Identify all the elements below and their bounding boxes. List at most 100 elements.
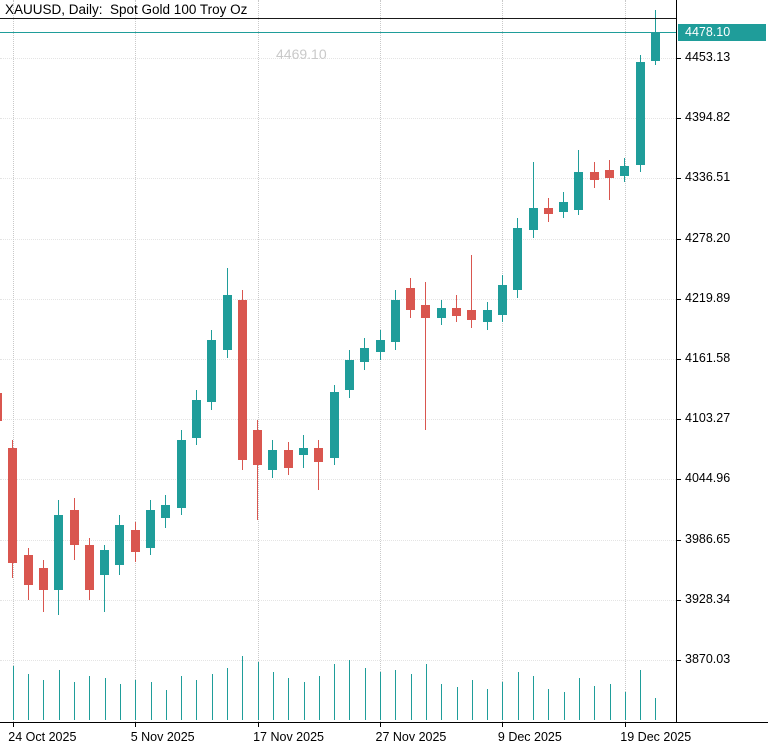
grid-line-horizontal bbox=[0, 238, 676, 240]
chart-canvas[interactable]: 4469.10 XAUUSD, Daily: Spot Gold 100 Tro… bbox=[0, 0, 676, 722]
volume-bar bbox=[196, 680, 198, 720]
candle-body bbox=[421, 305, 431, 318]
date-axis-label: 5 Nov 2025 bbox=[130, 730, 195, 744]
candle-body bbox=[650, 32, 660, 62]
candle-body bbox=[390, 300, 400, 342]
grid-line-vertical bbox=[380, 0, 381, 722]
volume-bar bbox=[150, 682, 152, 720]
volume-bar bbox=[456, 687, 458, 720]
volume-bar bbox=[135, 680, 137, 720]
volume-bar bbox=[533, 676, 534, 720]
volume-bar bbox=[227, 668, 228, 720]
time-axis[interactable]: 24 Oct 2025 5 Nov 2025 17 Nov 2025 27 Nov 2… bbox=[0, 722, 768, 750]
candle-body bbox=[605, 170, 614, 178]
candle-wick bbox=[425, 282, 427, 430]
volume-bar bbox=[425, 664, 427, 720]
candle-wick bbox=[471, 255, 473, 328]
price-axis-tick bbox=[677, 238, 681, 240]
grid-line-vertical bbox=[12, 0, 14, 722]
candle-body bbox=[207, 340, 217, 402]
volume-bar bbox=[441, 684, 443, 720]
candle-body bbox=[38, 568, 48, 590]
volume-bar bbox=[257, 662, 259, 720]
current-price-badge: 4478.10 bbox=[678, 23, 766, 41]
bid-price-line bbox=[0, 32, 676, 34]
candle-body bbox=[54, 515, 64, 591]
price-axis-tick bbox=[677, 178, 681, 180]
candle-wick bbox=[609, 160, 610, 200]
grid-line-horizontal bbox=[0, 539, 676, 541]
volume-bar bbox=[165, 690, 167, 720]
volume-bar bbox=[364, 668, 366, 720]
candle-body bbox=[543, 208, 553, 214]
candle-body bbox=[161, 505, 171, 518]
candle-body bbox=[406, 288, 416, 311]
candle-body bbox=[115, 525, 125, 566]
time-axis-tick bbox=[257, 723, 259, 727]
candle-body bbox=[452, 308, 461, 317]
candle-body bbox=[237, 300, 247, 460]
volume-bar bbox=[303, 682, 305, 720]
candle-body bbox=[69, 510, 79, 545]
grid-line-vertical bbox=[257, 0, 259, 722]
volume-bar bbox=[594, 686, 596, 720]
candle-body bbox=[467, 310, 477, 320]
date-axis-label: 27 Nov 2025 bbox=[375, 730, 447, 744]
time-axis-tick bbox=[624, 723, 626, 727]
date-axis-label: 9 Dec 2025 bbox=[497, 730, 562, 744]
price-axis-label: 4219.89 bbox=[685, 290, 731, 305]
volume-bar bbox=[211, 674, 213, 720]
volume-bar bbox=[655, 698, 657, 720]
candle-body bbox=[497, 285, 507, 315]
faded-price-label: 4469.10 bbox=[276, 46, 327, 62]
grid-line-vertical bbox=[624, 0, 626, 722]
volume-bar bbox=[272, 672, 274, 720]
candle-body bbox=[559, 202, 569, 213]
candle-body bbox=[375, 340, 385, 352]
volume-bar bbox=[380, 672, 381, 720]
candle-body bbox=[191, 400, 201, 438]
time-axis-tick bbox=[380, 723, 381, 727]
candle-body bbox=[84, 545, 94, 590]
candle-body bbox=[100, 550, 110, 575]
candle-body bbox=[360, 348, 370, 362]
grid-line-vertical bbox=[502, 0, 504, 722]
price-axis-tick bbox=[677, 359, 681, 360]
price-axis-tick bbox=[677, 599, 681, 601]
price-axis[interactable]: 4478.10 4453.13 4394.82 4336.51 4278.20 4219… bbox=[676, 0, 768, 722]
price-axis-label: 4044.96 bbox=[685, 471, 731, 486]
candle-body bbox=[528, 208, 538, 230]
chart-title: XAUUSD, Daily: Spot Gold 100 Troy Oz bbox=[5, 2, 248, 17]
candle-body bbox=[574, 172, 584, 210]
price-axis-tick bbox=[677, 118, 681, 120]
candle-body bbox=[436, 308, 446, 318]
candle-body bbox=[130, 530, 140, 552]
volume-bar bbox=[395, 670, 397, 720]
price-axis-label: 3928.34 bbox=[685, 591, 731, 606]
volume-bar bbox=[288, 678, 290, 720]
volume-bar bbox=[502, 682, 504, 720]
candle-body bbox=[0, 393, 2, 421]
price-axis-tick bbox=[677, 539, 681, 541]
volume-bar bbox=[119, 684, 121, 720]
time-axis-tick bbox=[502, 723, 504, 727]
price-axis-label: 4394.82 bbox=[685, 110, 731, 125]
grid-line-horizontal bbox=[0, 118, 676, 120]
volume-bar bbox=[58, 670, 60, 720]
price-axis-label: 3870.03 bbox=[685, 652, 731, 666]
volume-bar bbox=[242, 656, 244, 720]
grid-line-vertical bbox=[135, 0, 137, 722]
date-axis-label: 19 Dec 2025 bbox=[620, 730, 692, 744]
price-axis-tick bbox=[677, 479, 681, 481]
price-axis-tick bbox=[677, 58, 681, 59]
grid-line-horizontal bbox=[0, 599, 676, 601]
candle-body bbox=[482, 310, 492, 322]
volume-bar bbox=[104, 678, 106, 720]
volume-bar bbox=[28, 674, 30, 720]
volume-bar bbox=[318, 676, 320, 720]
volume-bar bbox=[487, 689, 489, 720]
date-axis-label: 24 Oct 2025 bbox=[8, 730, 77, 744]
volume-bar bbox=[43, 680, 45, 720]
volume-bar bbox=[640, 670, 642, 720]
price-axis-label: 4278.20 bbox=[685, 230, 731, 245]
